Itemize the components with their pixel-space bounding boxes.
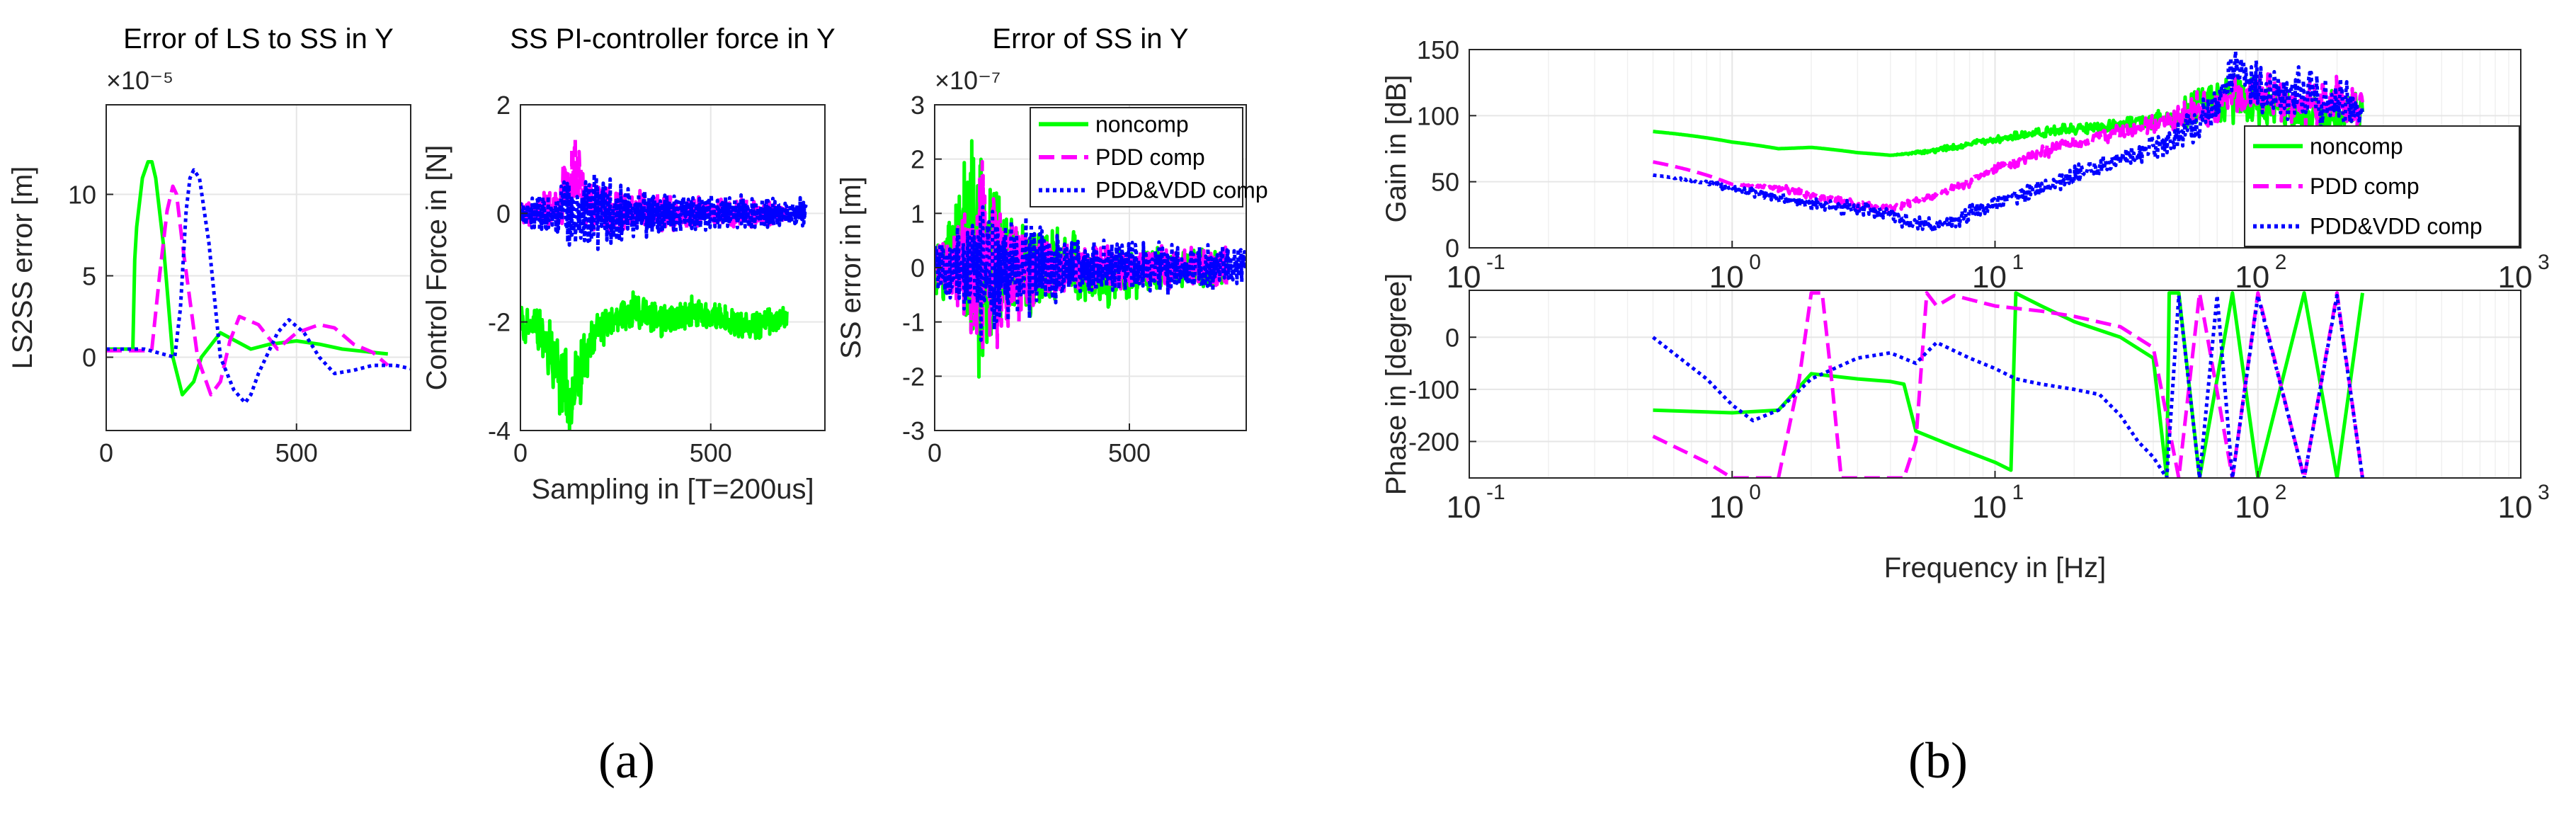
panel-label: (a) xyxy=(598,732,655,789)
y-tick-label: 0 xyxy=(1445,323,1459,352)
panel-label: (b) xyxy=(1908,732,1968,789)
y-tick-label: 2 xyxy=(496,91,511,120)
x-tick-label: 10 xyxy=(1447,490,1481,525)
y-exponent-label: ×10⁻⁷ xyxy=(935,66,1001,95)
y-axis-label: SS error in [m] xyxy=(836,176,867,359)
x-tick-label-exponent: 3 xyxy=(2538,481,2550,504)
y-tick-label: 0 xyxy=(496,199,511,228)
x-tick-label: 10 xyxy=(1972,260,2007,295)
y-tick-label: -4 xyxy=(488,416,511,445)
y-tick-label: -3 xyxy=(902,416,925,445)
series-line-pdd-vdd-comp xyxy=(520,172,808,251)
series-group xyxy=(1651,291,2364,478)
legend-entry: PDD&VDD comp xyxy=(2310,214,2483,239)
x-axis-label: Sampling in [T=200us] xyxy=(531,474,814,505)
legend-entry: PDD comp xyxy=(2310,173,2420,199)
x-tick-label: 10 xyxy=(2498,490,2533,525)
series-line-pdd-vdd-comp xyxy=(935,205,1246,342)
y-tick-label: 0 xyxy=(911,253,925,283)
x-tick-label: 10 xyxy=(1447,260,1481,295)
legend: noncomp PDD comp PDD&VDD comp xyxy=(2244,125,2520,247)
x-tick-label: 500 xyxy=(690,438,732,467)
x-tick-label: 500 xyxy=(1108,438,1151,467)
y-tick-label: -2 xyxy=(902,362,925,391)
y-axis-label: Control Force in [N] xyxy=(421,145,452,391)
x-tick-label-exponent: -1 xyxy=(1486,251,1505,274)
series-line-noncomp xyxy=(520,290,789,431)
y-tick-label: -2 xyxy=(488,308,511,337)
chart-title: Error of LS to SS in Y xyxy=(123,23,394,55)
y-tick-label: 3 xyxy=(911,91,925,120)
y-tick-label: 0 xyxy=(82,343,96,372)
x-tick-label: 10 xyxy=(2235,490,2269,525)
y-axis-label: LS2SS error [m] xyxy=(7,166,38,370)
series-line-noncomp xyxy=(1653,291,2364,478)
chart-3: 0 500 -3 -2 -1 0 1 2 3 Error of SS in Y ×10⁻⁷ SS er… xyxy=(836,23,1268,467)
series-line-noncomp xyxy=(106,160,389,397)
x-tick-label-exponent: -1 xyxy=(1486,481,1505,504)
x-tick-label: 0 xyxy=(99,438,113,467)
x-tick-label-exponent: 0 xyxy=(1749,251,1761,274)
x-tick-label-exponent: 2 xyxy=(2275,481,2287,504)
chart-title: Error of SS in Y xyxy=(992,23,1188,55)
series-group xyxy=(935,139,1246,379)
y-exponent-label: ×10⁻⁵ xyxy=(106,66,173,95)
chart-1: 0 500 0 5 10 Error of LS to SS in Y ×10⁻⁵ LS2SS… xyxy=(7,23,411,467)
y-tick-label: 150 xyxy=(1417,35,1459,64)
series-line-pdd-comp xyxy=(1652,68,2364,214)
x-tick-label-exponent: 1 xyxy=(2012,481,2024,504)
axes-frame xyxy=(520,104,826,431)
y-tick-label: -1 xyxy=(902,308,925,337)
x-tick-label: 0 xyxy=(513,438,528,467)
legend-entry: PDD comp xyxy=(1095,144,1205,170)
y-tick-label: 1 xyxy=(911,199,925,228)
y-axis-label: Phase in [degree] xyxy=(1381,273,1412,496)
series-line-pdd-vdd-comp xyxy=(106,168,411,405)
series-line-pdd-vdd-comp xyxy=(1652,50,2364,233)
series-group xyxy=(520,135,808,431)
chart-title: SS PI-controller force in Y xyxy=(510,23,835,55)
legend-entry: noncomp xyxy=(2310,133,2403,159)
x-tick-label-exponent: 0 xyxy=(1749,481,1761,504)
series-line-pdd-comp xyxy=(106,184,389,397)
x-tick-label-exponent: 3 xyxy=(2538,251,2550,274)
x-axis-label: Frequency in [Hz] xyxy=(1884,552,2106,583)
legend-entry: PDD&VDD comp xyxy=(1095,178,1268,203)
y-tick-label: 5 xyxy=(82,262,96,291)
x-tick-label: 10 xyxy=(2498,260,2533,295)
x-tick-label: 10 xyxy=(1972,490,2007,525)
x-tick-label: 0 xyxy=(928,438,942,467)
series-line-pdd-vdd-comp xyxy=(1651,293,2364,478)
series-group xyxy=(106,160,411,405)
legend: noncomp PDD comp PDD&VDD comp xyxy=(1030,107,1268,207)
x-tick-label: 10 xyxy=(2235,260,2269,295)
y-tick-label: 100 xyxy=(1417,101,1459,130)
x-tick-label: 10 xyxy=(1709,260,1744,295)
y-tick-label: -200 xyxy=(1408,427,1459,456)
x-tick-label-exponent: 1 xyxy=(2012,251,2024,274)
x-tick-label: 10 xyxy=(1709,490,1744,525)
x-tick-label-exponent: 2 xyxy=(2275,251,2287,274)
y-tick-label: 50 xyxy=(1431,168,1459,197)
y-tick-label: 10 xyxy=(68,181,96,210)
x-tick-label: 500 xyxy=(275,438,318,467)
chart-2: 0 500 -4 -2 0 2 SS PI-controller force in Y Con… xyxy=(421,23,836,505)
legend-entry: noncomp xyxy=(1095,111,1189,137)
y-tick-label: 0 xyxy=(1445,234,1459,263)
series-group xyxy=(1652,50,2364,233)
axes-frame xyxy=(106,104,411,431)
y-tick-label: 2 xyxy=(911,145,925,174)
y-tick-label: -100 xyxy=(1408,375,1459,404)
y-axis-label: Gain in [dB] xyxy=(1381,74,1412,222)
